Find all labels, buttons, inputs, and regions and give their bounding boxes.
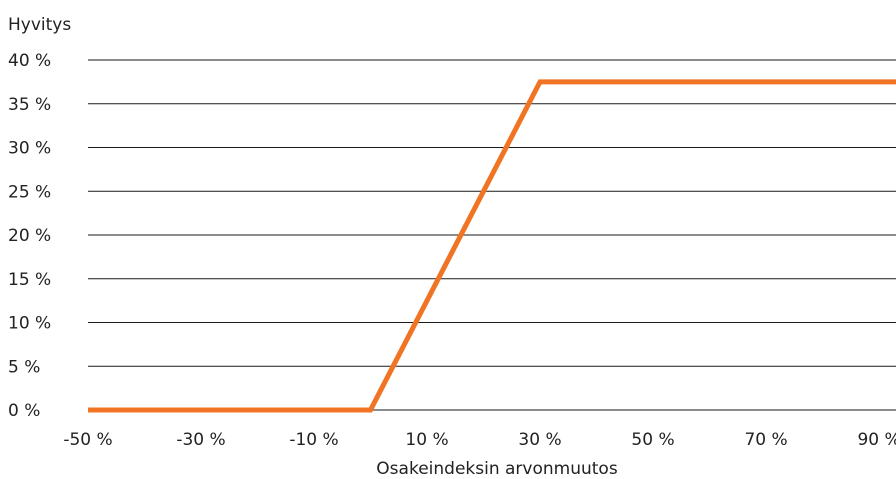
y-axis-title: Hyvitys	[8, 15, 71, 35]
x-tick-label: 90 %	[857, 430, 896, 450]
y-tick-label: 30 %	[8, 139, 51, 159]
x-tick-label: 70 %	[744, 430, 787, 450]
x-tick-label: 50 %	[631, 430, 674, 450]
x-tick-label: -10 %	[289, 430, 338, 450]
x-tick-label: -30 %	[176, 430, 225, 450]
y-tick-label: 25 %	[8, 182, 51, 202]
x-tick-label: -50 %	[63, 430, 112, 450]
y-tick-label: 10 %	[8, 314, 51, 334]
y-tick-label: 20 %	[8, 226, 51, 246]
x-axis-title: Osakeindeksin arvonmuutos	[376, 459, 618, 479]
y-tick-label: 5 %	[8, 357, 40, 377]
y-tick-label: 15 %	[8, 270, 51, 290]
y-tick-label: 35 %	[8, 95, 51, 115]
x-tick-label: 30 %	[518, 430, 561, 450]
series-line	[88, 79, 896, 413]
y-tick-label: 40 %	[8, 51, 51, 71]
y-tick-label: 0 %	[8, 401, 40, 421]
x-tick-label: 10 %	[405, 430, 448, 450]
